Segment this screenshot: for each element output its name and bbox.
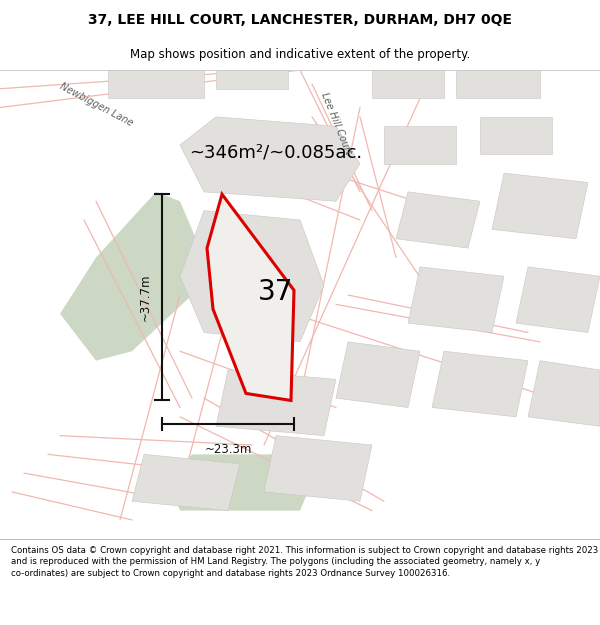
Polygon shape — [516, 267, 600, 332]
Polygon shape — [72, 201, 180, 332]
Polygon shape — [264, 436, 372, 501]
Polygon shape — [168, 454, 312, 511]
Text: ~37.7m: ~37.7m — [139, 274, 152, 321]
Polygon shape — [528, 361, 600, 426]
Polygon shape — [207, 194, 294, 401]
Polygon shape — [132, 454, 240, 511]
Text: 37, LEE HILL COURT, LANCHESTER, DURHAM, DH7 0QE: 37, LEE HILL COURT, LANCHESTER, DURHAM, … — [88, 12, 512, 27]
Polygon shape — [180, 117, 360, 201]
Text: 37: 37 — [258, 278, 293, 306]
Polygon shape — [276, 70, 372, 201]
Polygon shape — [480, 117, 552, 154]
Polygon shape — [372, 70, 444, 98]
Text: Contains OS data © Crown copyright and database right 2021. This information is : Contains OS data © Crown copyright and d… — [11, 546, 598, 578]
Polygon shape — [216, 70, 288, 89]
Text: Newbiggen Lane: Newbiggen Lane — [58, 82, 134, 129]
Polygon shape — [336, 342, 420, 408]
Polygon shape — [432, 351, 528, 417]
Text: Map shows position and indicative extent of the property.: Map shows position and indicative extent… — [130, 48, 470, 61]
Text: ~346m²/~0.085ac.: ~346m²/~0.085ac. — [189, 143, 362, 161]
Polygon shape — [60, 192, 204, 361]
Polygon shape — [180, 211, 324, 342]
Polygon shape — [456, 70, 540, 98]
Polygon shape — [396, 192, 480, 248]
Text: ~23.3m: ~23.3m — [205, 443, 251, 456]
Polygon shape — [216, 370, 336, 436]
Polygon shape — [168, 323, 372, 421]
Polygon shape — [384, 126, 456, 164]
Polygon shape — [492, 173, 588, 239]
Polygon shape — [108, 70, 204, 98]
Polygon shape — [0, 70, 300, 121]
Polygon shape — [408, 267, 504, 332]
Text: Lee Hill Court: Lee Hill Court — [319, 91, 353, 156]
